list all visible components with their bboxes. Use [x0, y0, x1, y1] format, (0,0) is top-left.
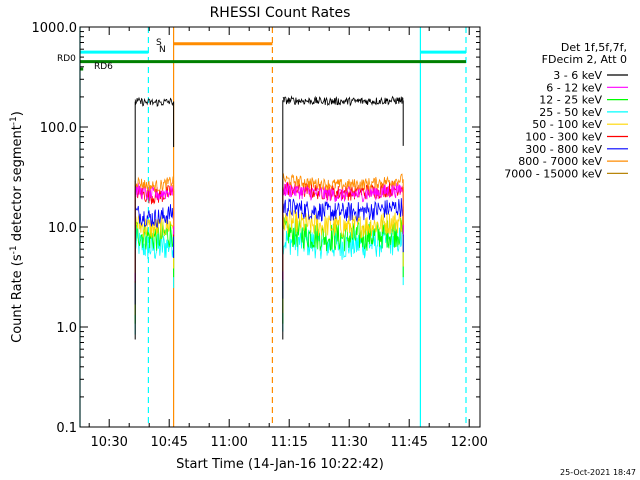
legend-label-6: 300 - 800 keV	[525, 143, 602, 156]
series-line-4-1	[282, 209, 404, 239]
x-axis-label: Start Time (14-Jan-16 10:22:42)	[176, 457, 384, 472]
footer-timestamp: 25-Oct-2021 18:47	[560, 468, 636, 477]
legend-label-4: 50 - 100 keV	[532, 118, 602, 131]
rd0-label: RD0	[57, 54, 76, 64]
legend-label-1: 6 - 12 keV	[546, 81, 602, 94]
series-line-3-0	[134, 228, 174, 259]
y-axis-label: Count Rate (s-1 detector segment-1)	[9, 111, 25, 343]
y-axis-label-main: Count Rate (s	[10, 254, 25, 343]
series-line-7-0	[134, 176, 174, 193]
chart-title: RHESSI Count Rates	[210, 5, 351, 21]
legend-label-8: 7000 - 15000 keV	[504, 167, 602, 180]
x-tick-label-2: 11:00	[210, 435, 247, 450]
saa-label-s: S	[156, 38, 162, 48]
legend-header-0: Det 1f,5f,7f,	[561, 41, 627, 54]
y-tick-label-3: 100.0	[40, 121, 77, 136]
y-tick-label-4: 1000.0	[32, 21, 78, 36]
x-tick-label-6: 12:00	[450, 435, 487, 450]
series-line-6-1	[282, 198, 404, 223]
series-line-4-0	[134, 214, 174, 240]
legend-header-1: FDecim 2, Att 0	[542, 53, 627, 66]
y-tick-label-2: 10.0	[48, 221, 77, 236]
legend-label-3: 25 - 50 keV	[539, 106, 602, 119]
series-line-0-1	[282, 95, 404, 107]
x-tick-label-1: 10:45	[150, 435, 187, 450]
y-axis: 0.1 1.0 10.0 100.0 1000.0	[32, 21, 480, 436]
series-line-7-1	[282, 173, 404, 192]
x-tick-label-5: 11:45	[390, 435, 427, 450]
series-line-6-0	[134, 204, 174, 229]
y-tick-label-0: 0.1	[56, 421, 77, 436]
legend-label-7: 800 - 7000 keV	[518, 155, 602, 168]
x-tick-label-4: 11:30	[330, 435, 367, 450]
legend-label-5: 100 - 300 keV	[525, 131, 602, 144]
y-axis-label-end: )	[10, 111, 25, 116]
saa-label-n: N	[159, 45, 166, 55]
rd6-label: RD6	[94, 62, 113, 72]
plot-area: RD0 RD6 SN	[57, 27, 467, 427]
y-axis-label-mid: detector segment	[10, 125, 25, 245]
series-line-1-1	[282, 181, 404, 203]
series-line-0-0	[134, 96, 174, 107]
y-axis-label-sup2: -1	[9, 116, 19, 125]
legend-label-0: 3 - 6 keV	[553, 69, 602, 82]
x-tick-label-3: 11:15	[270, 435, 307, 450]
legend-label-2: 12 - 25 keV	[539, 94, 602, 107]
y-tick-label-1: 1.0	[56, 321, 77, 336]
x-tick-label-0: 10:30	[90, 435, 127, 450]
y-axis-label-sup1: -1	[9, 245, 19, 254]
x-axis: 10:30 10:45 11:00 11:15 11:30 11:45 12:00	[88, 27, 488, 450]
